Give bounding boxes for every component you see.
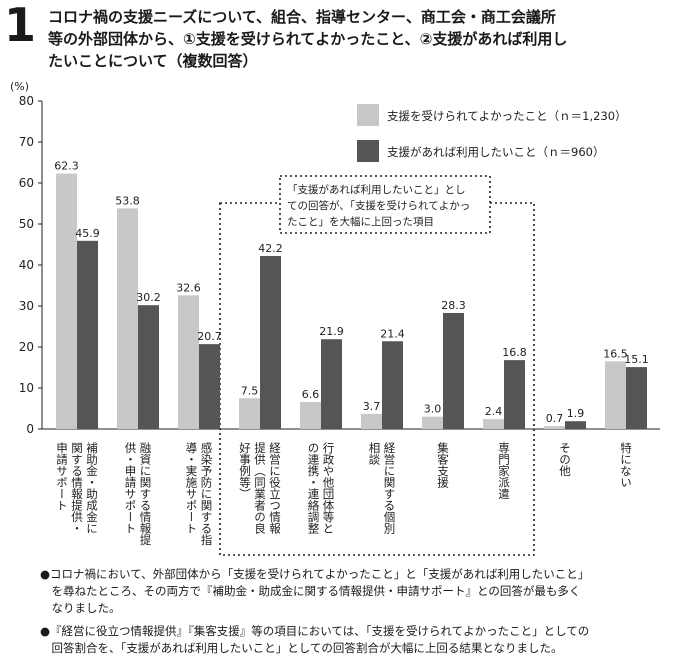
bar-received: [300, 401, 321, 429]
bar-wanted: [443, 312, 464, 429]
chart-title-line-2: 等の外部団体から、①支援を受けられてよかったこと、②支援があれば利用し: [48, 30, 568, 48]
category-label-line: 行政や他団体等と: [322, 442, 336, 534]
note-line-4: ●『経営に役立つ情報提供』『集客支援』等の項目においては、「支援を受けられてよか…: [40, 624, 590, 638]
bar-value-label: 0.7: [546, 412, 564, 425]
figure-number: 1: [4, 0, 36, 52]
bar-received: [483, 419, 504, 429]
note-line-1: ●コロナ禍において、外部団体から「支援を受けられてよかったこと」と「支援があれば…: [40, 567, 590, 581]
y-tick-label: 0: [26, 422, 34, 436]
bar-wanted: [565, 421, 586, 429]
bar-wanted: [321, 339, 342, 429]
callout-text-line: たこと」を大幅に上回った項目: [287, 215, 434, 228]
legend-label: 支援があれば利用したいこと（ｎ＝960）: [387, 145, 604, 159]
legend-swatch-wanted: [357, 140, 379, 162]
category-label-line: 融資に関する情報提: [139, 442, 153, 546]
bar-value-label: 21.9: [319, 325, 344, 338]
category-label-line: その他: [558, 442, 572, 477]
bar-received: [422, 416, 443, 429]
bar-wanted: [504, 360, 525, 429]
category-label-line: 専門家派遣: [497, 442, 511, 500]
bar-received: [239, 398, 260, 429]
note-line-3: なりました。: [40, 601, 121, 615]
y-tick-label: 20: [19, 340, 34, 354]
category-label-line: 申請サポート: [55, 442, 69, 511]
callout-text-line: ての回答が、「支援を受けられてよかっ: [287, 199, 470, 212]
legend-swatch-received: [357, 104, 379, 126]
bar-wanted: [626, 367, 647, 429]
chart-title-line-1: コロナ禍の支援ニーズについて、組合、指導センター、商工会・商工会議所: [48, 8, 556, 26]
bar-value-label: 20.7: [197, 330, 222, 343]
category-label-line: 感染予防に関する指: [200, 441, 214, 546]
bar-value-label: 42.2: [258, 242, 283, 255]
bar-value-label: 45.9: [75, 227, 100, 240]
y-tick-label: 70: [19, 135, 34, 149]
bar-received: [605, 361, 626, 429]
category-label-line: 供・申請サポート: [124, 441, 138, 534]
y-tick-label: 50: [19, 217, 34, 231]
bar-value-label: 3.7: [363, 400, 381, 413]
category-label-line: 特にない: [619, 441, 633, 488]
bar-chart: (%) 0 10 20 30 40 50 60 70 80 「支援があれば利用したいこと」としての回…: [10, 80, 660, 556]
bar-received: [117, 208, 138, 429]
bar-value-label: 7.5: [241, 384, 259, 397]
category-label-line: 補助金・助成金に: [85, 442, 99, 534]
bar-received: [361, 413, 382, 429]
callout-box: [279, 175, 491, 234]
bar-received: [56, 173, 77, 429]
bar-received: [544, 426, 565, 429]
bar-value-label: 3.0: [424, 403, 442, 416]
bar-value-label: 21.4: [380, 327, 405, 340]
bar-wanted: [382, 341, 403, 429]
bar-value-label: 16.8: [502, 346, 527, 359]
y-axis-unit: (%): [10, 80, 29, 93]
callout-text-line: 「支援があれば利用したいこと」とし: [287, 183, 466, 196]
bar-wanted: [77, 240, 98, 429]
bar-value-label: 15.1: [624, 353, 649, 366]
bar-value-label: 32.6: [176, 281, 201, 294]
bar-value-label: 30.2: [136, 291, 161, 304]
category-label-line: 相談: [368, 442, 382, 466]
note-line-2: を尋ねたところ、その両方で『補助金・助成金に関する情報提供・申請サポート』との回…: [40, 584, 581, 598]
legend-label: 支援を受けられてよかったこと（ｎ＝1,230）: [387, 109, 627, 123]
category-label-line: 導・実施サポート: [185, 441, 199, 534]
category-label-line: 関する情報提供・: [70, 442, 84, 534]
bar-value-label: 62.3: [54, 160, 79, 173]
y-tick-label: 30: [19, 299, 34, 313]
y-tick-label: 80: [19, 94, 34, 108]
bar-value-label: 6.6: [302, 388, 320, 401]
category-label-line: 経営に関する個別: [383, 442, 397, 535]
category-label-line: 経営に役立つ情報: [268, 442, 282, 535]
chart-title-line-3: たいことについて（複数回答）: [48, 52, 258, 70]
bar-wanted: [260, 255, 281, 429]
category-label-line: 集客支援: [436, 441, 450, 489]
note-line-5: 回答割合を、「支援があれば利用したいこと」としての回答割合が大幅に上回る結果とな…: [40, 641, 563, 655]
bar-value-label: 28.3: [441, 299, 466, 312]
category-label-line: の連携・連絡調整: [307, 442, 321, 534]
category-label-line: 提供（同業者の良: [253, 441, 267, 535]
category-label-line: 好事例等）: [238, 441, 252, 499]
bar-value-label: 16.5: [603, 347, 628, 360]
y-tick-label: 60: [19, 176, 34, 190]
bar-value-label: 1.9: [567, 407, 585, 420]
bar-value-label: 2.4: [485, 405, 503, 418]
y-tick-label: 10: [19, 381, 34, 395]
bar-wanted: [138, 305, 159, 429]
bar-value-label: 53.8: [115, 194, 140, 207]
bar-wanted: [199, 344, 220, 429]
bar-received: [178, 295, 199, 429]
y-tick-label: 40: [19, 258, 34, 272]
